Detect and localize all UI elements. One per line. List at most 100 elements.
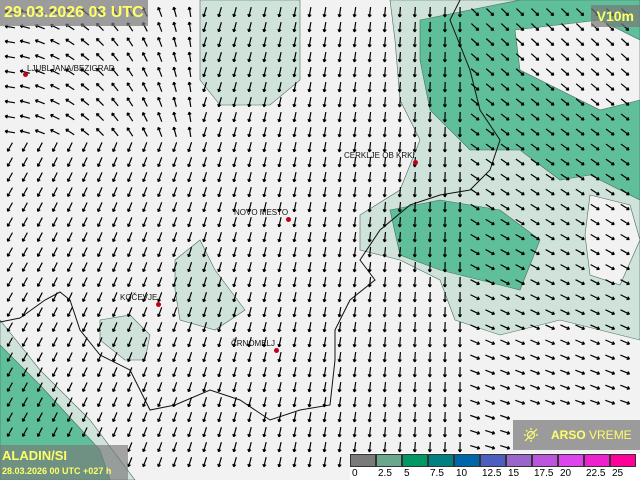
wind-arrow — [232, 337, 237, 348]
wind-arrow — [247, 187, 252, 198]
wind-arrow — [367, 36, 372, 48]
wind-arrow — [292, 351, 297, 363]
wind-arrow — [590, 339, 601, 345]
wind-arrow — [6, 142, 13, 152]
wind-arrow — [81, 277, 88, 288]
wind-arrow — [202, 217, 208, 228]
wind-arrow — [382, 426, 387, 438]
wind-arrow — [470, 309, 481, 316]
wind-arrow — [66, 322, 73, 333]
wind-arrow — [142, 232, 148, 243]
wind-arrow — [66, 307, 73, 318]
wind-arrow — [127, 217, 133, 228]
wind-arrow — [187, 307, 193, 318]
wind-arrow — [217, 292, 222, 303]
wind-arrow — [442, 141, 447, 153]
wind-arrow — [322, 171, 327, 183]
wind-arrow — [81, 337, 88, 348]
wind-arrow — [530, 249, 540, 256]
wind-arrow — [65, 83, 75, 91]
wind-arrow — [427, 186, 432, 198]
wind-arrow — [575, 68, 585, 76]
wind-arrow — [217, 97, 222, 108]
wind-arrow — [397, 186, 402, 198]
wind-arrow — [427, 156, 432, 168]
wind-arrow — [545, 339, 556, 345]
wind-arrow — [36, 187, 43, 197]
wind-arrow — [337, 156, 342, 168]
wind-arrow — [36, 292, 43, 302]
wind-arrow — [217, 232, 222, 243]
wind-arrow — [112, 172, 118, 183]
wind-arrow — [81, 382, 88, 393]
wind-arrow — [307, 381, 312, 393]
wind-arrow — [545, 53, 555, 61]
wind-arrow — [590, 113, 600, 121]
wind-arrow — [322, 201, 327, 213]
wind-arrow — [157, 247, 163, 258]
wind-arrow — [232, 322, 237, 333]
wind-arrow — [157, 126, 163, 137]
wind-arrow — [262, 381, 267, 393]
wind-arrow — [51, 292, 58, 302]
wind-arrow — [442, 81, 447, 93]
wind-arrow — [352, 51, 357, 63]
wind-arrow — [80, 128, 90, 136]
wind-arrow — [500, 23, 510, 32]
wind-arrow — [442, 171, 447, 183]
wind-arrow — [352, 111, 357, 123]
wind-arrow — [247, 412, 252, 423]
wind-arrow — [457, 231, 463, 243]
wind-arrow — [397, 246, 402, 258]
wind-arrow — [412, 36, 417, 48]
wind-arrow — [500, 339, 511, 345]
wind-arrow — [352, 126, 357, 138]
wind-arrow — [141, 127, 148, 137]
legend-label: 2.5 — [378, 468, 392, 479]
wind-arrow — [575, 309, 586, 316]
wind-arrow — [605, 309, 616, 316]
wind-arrow — [427, 81, 432, 93]
wind-arrow — [217, 52, 222, 63]
wind-arrow — [457, 81, 463, 93]
wind-arrow — [6, 427, 13, 437]
wind-arrow — [202, 442, 208, 453]
wind-arrow — [50, 68, 60, 75]
wind-arrow — [127, 457, 133, 468]
wind-arrow — [337, 441, 342, 453]
wind-arrow — [97, 367, 103, 378]
wind-arrow — [97, 337, 103, 348]
wind-arrow — [292, 6, 297, 18]
wind-arrow — [307, 36, 312, 48]
wind-arrow — [605, 53, 615, 61]
city-label: NOVO MESTO — [234, 208, 289, 217]
wind-arrow — [545, 188, 555, 196]
wind-arrow — [590, 203, 600, 211]
wind-arrow — [337, 456, 342, 468]
wind-arrow — [157, 352, 163, 363]
wind-arrow — [157, 217, 163, 228]
wind-arrow — [157, 457, 163, 468]
wind-arrow — [202, 322, 208, 333]
wind-arrow — [485, 128, 495, 136]
wind-arrow — [157, 157, 163, 168]
wind-arrow — [95, 127, 104, 136]
wind-arrow — [412, 261, 417, 273]
wind-arrow — [560, 98, 570, 106]
wind-arrow — [187, 96, 192, 108]
wind-arrow — [397, 201, 402, 213]
wind-arrow — [36, 397, 43, 407]
wind-arrow — [605, 173, 615, 181]
wind-arrow — [500, 369, 511, 375]
wind-arrow — [292, 51, 297, 63]
wind-arrow — [546, 8, 555, 17]
wind-arrow — [367, 231, 372, 243]
wind-arrow — [66, 247, 73, 258]
wind-arrow — [352, 36, 357, 48]
wind-arrow — [485, 249, 495, 256]
wind-arrow — [36, 337, 43, 347]
wind-arrow — [337, 291, 342, 303]
wind-arrows — [4, 6, 631, 468]
wind-arrow — [97, 307, 103, 318]
wind-arrow — [81, 187, 88, 198]
